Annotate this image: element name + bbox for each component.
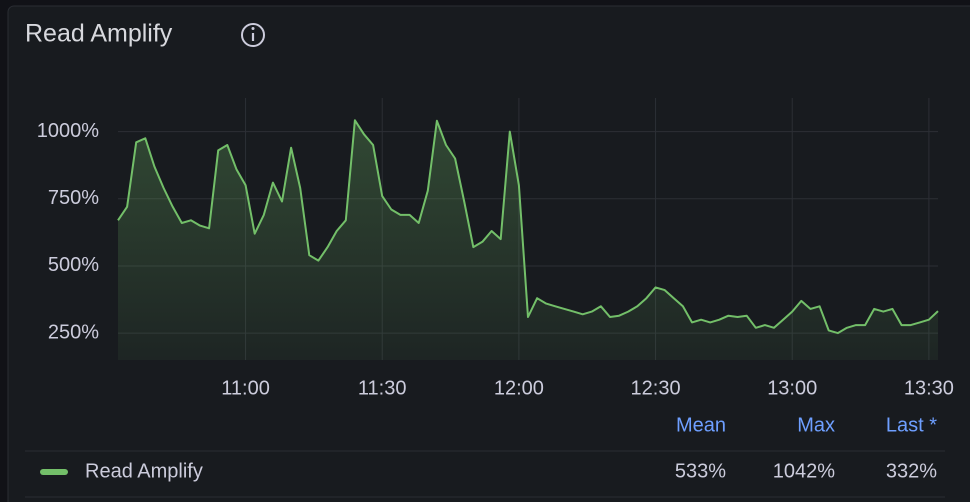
legend-column-header: Max bbox=[797, 414, 835, 436]
x-tick-label: 13:30 bbox=[904, 377, 954, 399]
x-tick-label: 13:00 bbox=[767, 377, 817, 399]
x-tick-label: 11:00 bbox=[221, 377, 270, 399]
line bbox=[117, 119, 939, 335]
legend-stat: 533% bbox=[675, 460, 726, 482]
y-tick-label: 500% bbox=[48, 254, 99, 276]
y-tick-label: 250% bbox=[48, 321, 99, 343]
x-tick-label: 12:30 bbox=[631, 377, 681, 399]
x-tick-label: 11:30 bbox=[358, 377, 407, 399]
y-tick-label: 1000% bbox=[37, 120, 99, 142]
panel-title: Read Amplify bbox=[25, 20, 173, 48]
legend-label: Read Amplify bbox=[85, 460, 203, 482]
legend-swatch bbox=[40, 469, 68, 475]
area bbox=[118, 120, 938, 360]
legend-column-header: Last * bbox=[886, 414, 937, 436]
legend-stat: 332% bbox=[886, 460, 937, 482]
legend-stat: 1042% bbox=[773, 460, 835, 482]
legend-column-header: Mean bbox=[676, 414, 726, 436]
y-tick-label: 750% bbox=[48, 187, 99, 209]
info-icon[interactable] bbox=[241, 23, 265, 47]
x-tick-label: 12:00 bbox=[494, 377, 544, 399]
